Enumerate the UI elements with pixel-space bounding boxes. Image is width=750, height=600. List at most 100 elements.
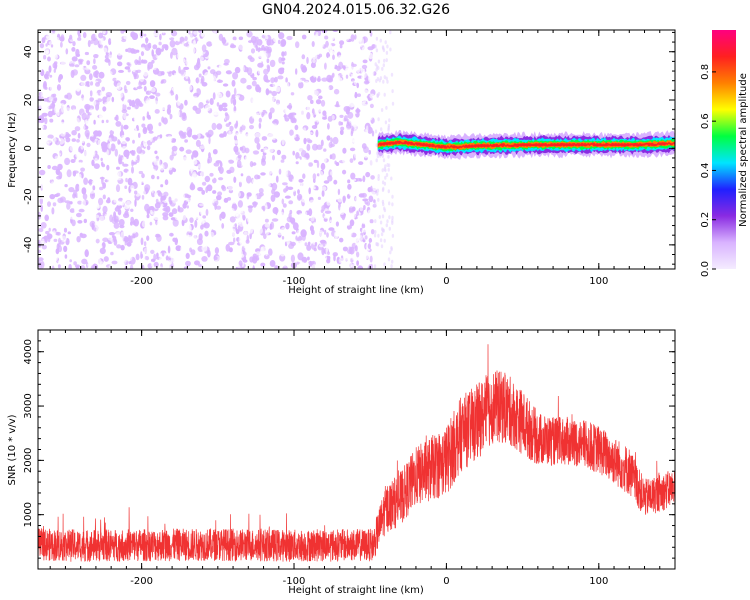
heatmap-cell [323,215,329,219]
heatmap-cell [101,242,106,249]
heatmap-cell [115,75,120,79]
heatmap-cell [205,186,209,193]
heatmap-cell [365,171,371,178]
heatmap-cell [76,178,81,185]
heatmap-cell [201,189,206,195]
heatmap-cell [377,233,380,238]
heatmap-cell [146,145,151,151]
heatmap-cell [68,264,72,269]
heatmap-cell [297,51,303,58]
heatmap-cell [38,119,44,123]
heatmap-cell [79,233,83,237]
heatmap-cell [208,77,211,82]
heatmap-cell [388,118,391,123]
heatmap-cell [89,108,94,114]
heatmap-cell [344,30,351,35]
heatmap-cell [274,265,279,269]
heatmap-cell [388,201,391,206]
heatmap-cell [248,264,253,269]
colorbar-gradient [712,30,736,269]
heatmap-cell [337,195,343,203]
heatmap-cell [381,180,385,185]
heatmap-cell [38,132,41,136]
heatmap-cell [129,99,133,107]
heatmap-cell [346,171,352,179]
heatmap-cell [362,103,368,108]
heatmap-cell [198,233,203,241]
heatmap-cell [110,251,114,256]
heatmap-cell [71,138,77,142]
heatmap-cell [227,51,233,57]
heatmap-cell [130,185,135,191]
snr-ytick-label: 3000 [23,393,34,418]
heatmap-cell [331,115,335,120]
heatmap-cell [50,44,54,48]
heatmap-cell [136,86,143,90]
heatmap-cell [49,74,53,78]
heatmap-cell [102,106,107,112]
heatmap-cell [140,251,143,260]
heatmap-cell [106,164,110,171]
heatmap-cell [254,174,260,180]
heatmap-cell [368,52,374,60]
heatmap-cell [107,104,112,111]
heatmap-cell [212,190,217,194]
heatmap-cell [46,233,53,240]
heatmap-cell [234,223,237,227]
heatmap-cell [94,221,100,229]
heatmap-cell [390,247,393,252]
heatmap-cell [244,225,248,232]
heatmap-cell [332,136,339,145]
heatmap-cell [129,58,133,64]
heatmap-cell [339,114,344,118]
heatmap-cell [281,154,287,160]
heatmap-cell [149,80,156,88]
heatmap-cell [389,250,392,255]
heatmap-cell [124,185,128,189]
heatmap-cell [368,195,374,203]
heatmap-cell [385,76,388,81]
heatmap-cell [141,46,145,51]
heatmap-cell [281,51,285,57]
heatmap-cell [76,212,82,218]
heatmap-cell [175,245,182,252]
heatmap-cell [146,90,151,96]
heatmap-cell [331,153,336,160]
heatmap-cell [269,31,276,36]
heatmap-cell [309,260,312,267]
heatmap-cell [226,225,231,232]
heatmap-cell [81,139,85,144]
heatmap-cell [172,168,177,173]
heatmap-peak [537,143,542,147]
heatmap-cell [309,199,316,207]
heatmap-cell [261,216,266,225]
heatmap-cell [142,59,148,64]
spectrogram-xtick-label: 100 [589,276,608,287]
heatmap-cell [111,260,118,265]
heatmap-cell [146,171,152,176]
heatmap-cell [213,260,220,266]
heatmap-cell [352,47,356,55]
heatmap-cell [155,47,162,56]
heatmap-cell [387,123,391,128]
heatmap-cell [282,266,287,269]
heatmap-cell [327,115,333,122]
heatmap-cell [40,180,45,189]
heatmap-cell [258,227,263,234]
heatmap-cell [263,117,268,123]
heatmap-cell [381,214,385,219]
heatmap-cell [365,139,370,147]
heatmap-cell [198,102,204,109]
heatmap-cell [159,33,162,41]
heatmap-cell [53,36,60,42]
heatmap-peak [540,143,545,147]
heatmap-peak [620,143,624,147]
heatmap-cell [226,197,232,201]
heatmap-cell [114,206,120,212]
heatmap-cell [310,216,315,222]
heatmap-cell [113,171,119,178]
heatmap-cell [391,194,394,199]
heatmap-cell [288,102,292,111]
heatmap-peak [422,143,426,147]
